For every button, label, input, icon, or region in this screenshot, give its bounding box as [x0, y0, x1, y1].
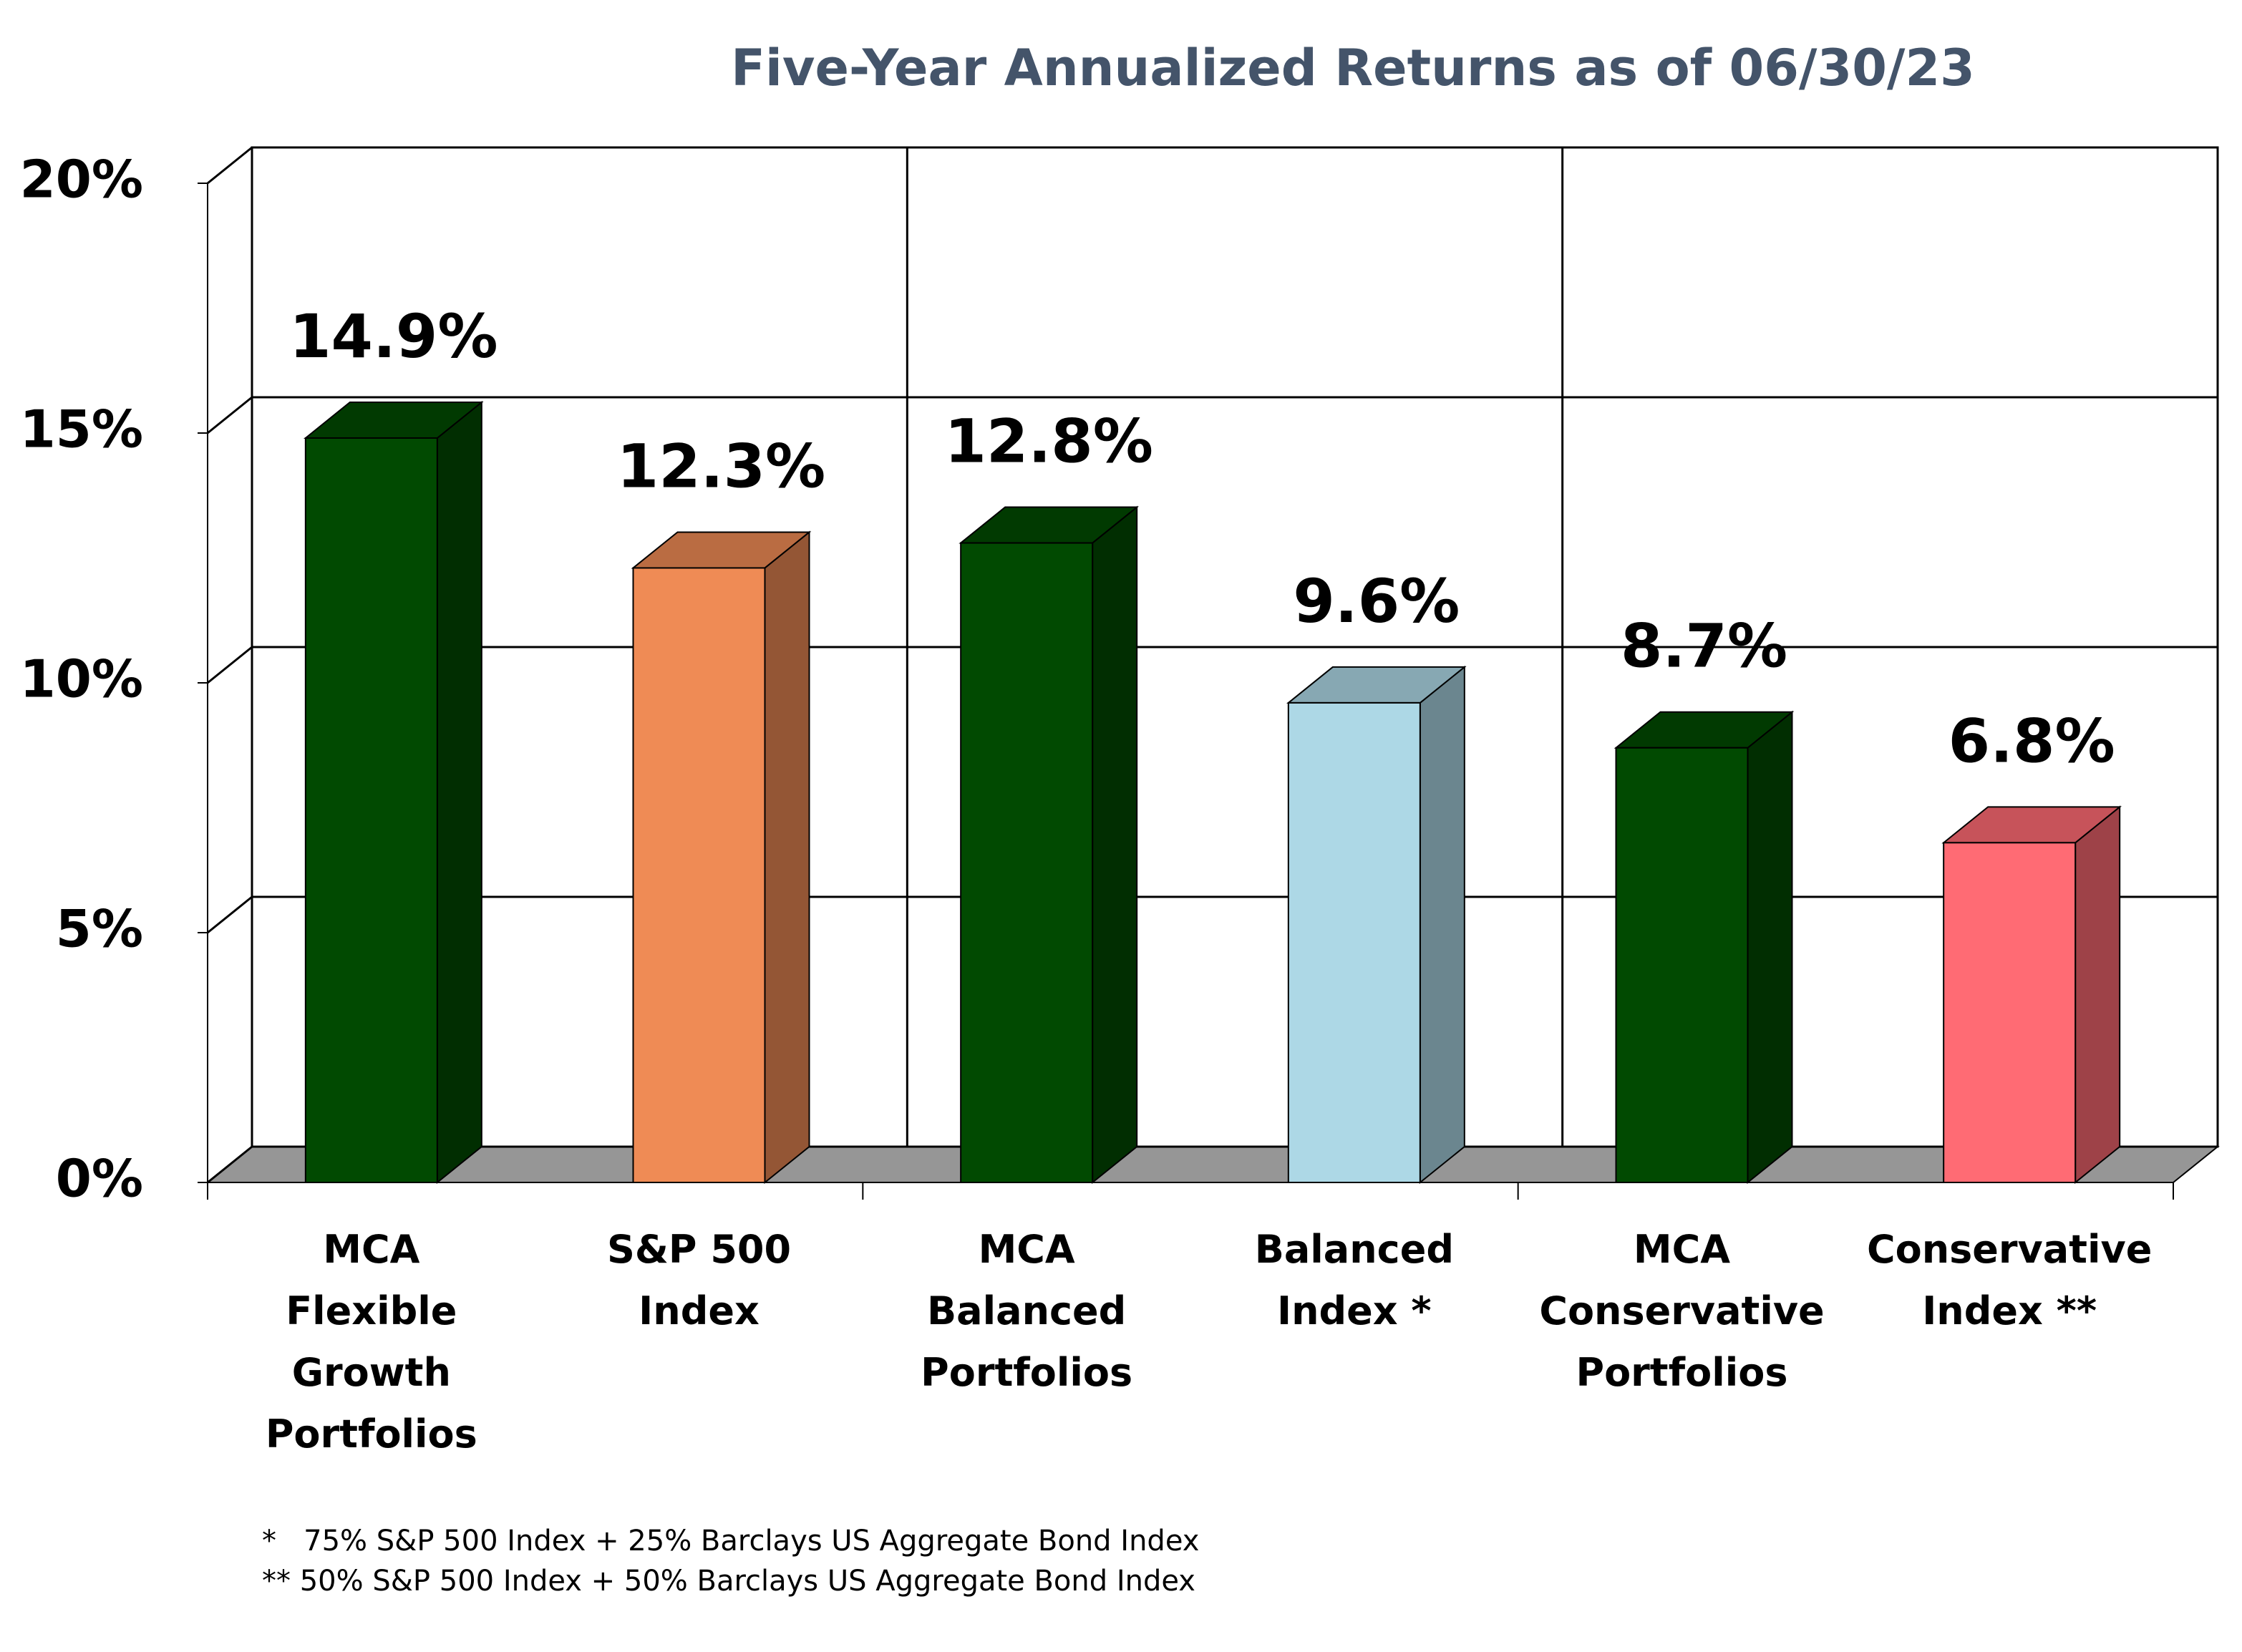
floor — [205, 1146, 2220, 1183]
grid-line — [207, 646, 253, 684]
value-label: 9.6% — [1293, 566, 1460, 636]
grid-line — [207, 1145, 253, 1184]
bar-side — [2074, 805, 2121, 1185]
bar-side — [436, 400, 482, 1185]
grid-line — [207, 146, 253, 185]
y-tick-label: 15% — [20, 399, 143, 460]
bar-front — [1943, 842, 2077, 1183]
bar-side — [1092, 505, 1138, 1185]
footnote: ** 50% S&P 500 Index + 50% Barclays US A… — [262, 1565, 1195, 1598]
y-tick-label: 10% — [20, 649, 143, 709]
y-tick-label: 20% — [20, 150, 143, 210]
bar — [304, 400, 484, 1185]
x-tick-label: MCA Flexible Growth Portfolios — [265, 1227, 477, 1457]
bar — [1941, 805, 2122, 1185]
chart-title: Five-Year Annualized Returns as of 06/30… — [731, 39, 1975, 97]
bar-side — [1419, 665, 1465, 1185]
bar-side — [764, 530, 810, 1185]
y-tick-label: 5% — [56, 899, 143, 959]
value-label: 12.8% — [944, 406, 1152, 476]
value-label: 8.7% — [1621, 611, 1787, 681]
x-tick-label: Balanced Index * — [1254, 1227, 1454, 1333]
bar-front — [632, 567, 766, 1183]
x-tick-label: MCA Conservative Portfolios — [1539, 1227, 1825, 1395]
bar-front — [304, 437, 438, 1183]
bar-front — [1287, 701, 1421, 1183]
bar — [631, 530, 812, 1185]
bar — [1286, 665, 1467, 1185]
bar-front — [960, 542, 1094, 1183]
y-tick-label: 0% — [56, 1149, 143, 1209]
value-label: 14.9% — [289, 301, 498, 371]
x-tick-label: MCA Balanced Portfolios — [921, 1227, 1133, 1395]
grid-line — [207, 895, 253, 934]
bar — [959, 505, 1139, 1185]
x-tick-label: Conservative Index ** — [1866, 1227, 2153, 1333]
grid-line — [207, 396, 253, 434]
bar-side — [1747, 710, 1793, 1185]
bar-front — [1615, 747, 1749, 1183]
x-tick-label: S&P 500 Index — [606, 1227, 792, 1333]
footnote: * 75% S&P 500 Index + 25% Barclays US Ag… — [262, 1525, 1200, 1558]
bar — [1613, 710, 1795, 1185]
value-label: 12.3% — [617, 431, 825, 501]
value-label: 6.8% — [1949, 706, 2115, 776]
